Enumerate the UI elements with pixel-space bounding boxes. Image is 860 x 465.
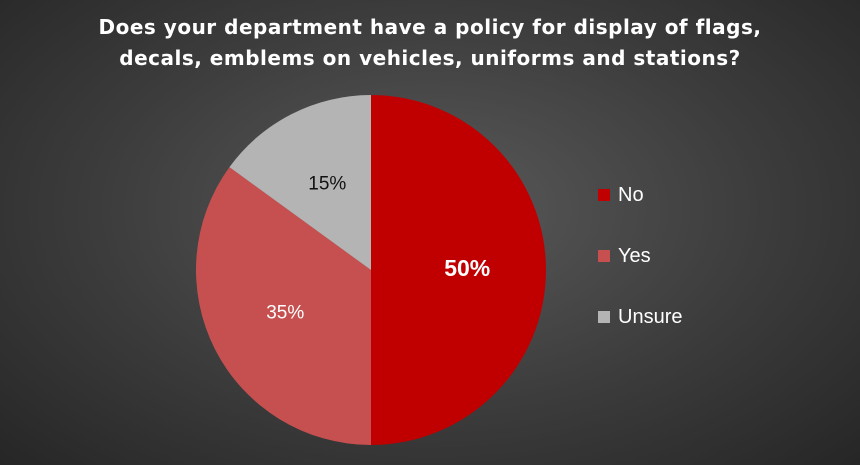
data-label-no: 50% <box>444 255 490 281</box>
legend-swatch-unsure <box>598 311 610 323</box>
legend-label-unsure: Unsure <box>618 305 683 328</box>
chart-title-line-1: Does your department have a policy for d… <box>98 15 762 39</box>
data-label-yes: 35% <box>266 303 304 324</box>
legend-item-no: No <box>598 180 682 210</box>
chart-title-line-2: decals, emblems on vehicles, uniforms an… <box>119 46 741 70</box>
legend-item-yes: Yes <box>598 241 682 271</box>
legend-label-yes: Yes <box>618 244 651 267</box>
legend-swatch-no <box>598 189 610 201</box>
data-label-unsure: 15% <box>308 173 346 194</box>
chart-legend: No Yes Unsure <box>598 180 682 363</box>
pie-slice-unsure <box>229 95 371 270</box>
pie-slice-yes <box>195 167 371 445</box>
legend-label-no: No <box>618 183 644 206</box>
legend-swatch-yes <box>598 250 610 262</box>
pie-slice-no <box>371 95 546 445</box>
legend-item-unsure: Unsure <box>598 302 682 332</box>
chart-title: Does your department have a policy for d… <box>0 12 860 74</box>
